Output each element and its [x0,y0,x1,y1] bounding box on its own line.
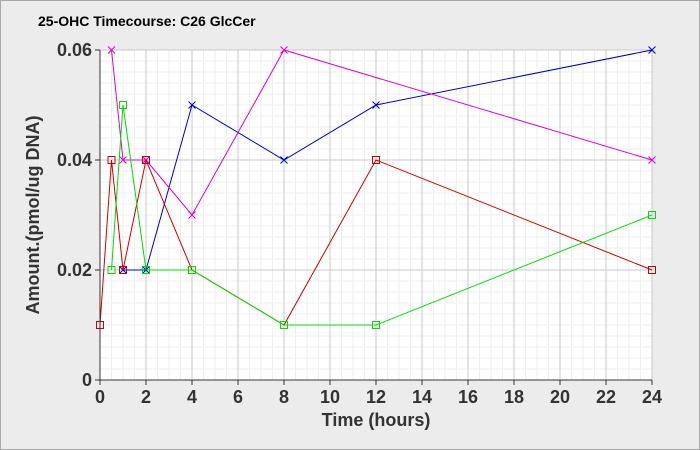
x-tick-label: 14 [412,387,432,407]
data-point [372,321,380,329]
data-point [648,266,656,274]
x-tick-label: 22 [596,387,616,407]
data-point [142,156,150,164]
data-point [107,266,116,274]
data-point [188,211,196,219]
x-tick-label: 2 [141,387,151,407]
data-point [372,156,380,164]
x-tick-label: 6 [233,387,243,407]
x-tick-label: 16 [458,387,478,407]
y-tick-label: 0 [82,370,92,390]
x-tick-label: 10 [320,387,340,407]
data-point [188,101,196,109]
y-tick-label: 0.06 [57,40,92,60]
series-4 [107,101,656,329]
y-tick-label: 0.04 [57,150,92,170]
x-tick-label: 24 [642,387,662,407]
y-tick-label: 0.02 [57,260,92,280]
series-layer [96,46,656,329]
x-tick-label: 20 [550,387,570,407]
x-tick-label: 18 [504,387,524,407]
data-point [119,101,127,109]
data-point [188,266,196,274]
series-line [111,104,653,326]
x-axis-ticks: 0 2 4 6 8 10 12 14 16 18 20 22 24 [95,387,662,407]
x-tick-label: 0 [95,387,105,407]
data-point [107,156,116,164]
x-tick-label: 12 [366,387,386,407]
data-point [280,321,288,329]
series-line [99,158,653,326]
data-point [107,46,116,54]
data-point [119,156,127,164]
data-point [280,156,288,164]
data-point [648,211,656,219]
data-point [648,156,656,164]
axes [95,49,653,385]
data-point [372,101,380,109]
data-point [142,266,150,274]
y-axis-ticks: 0 0.02 0.04 0.06 [57,40,92,390]
data-point [648,46,656,54]
chart-title: 25-OHC Timecourse: C26 GlcCer [38,13,256,29]
y-axis-label: Amount.(pmol/ug DNA) [23,116,43,315]
x-tick-label: 8 [279,387,289,407]
x-tick-label: 4 [187,387,197,407]
data-point [280,46,288,54]
series-line [111,49,653,216]
x-axis-label: Time (hours) [322,410,431,430]
data-point [119,266,127,274]
